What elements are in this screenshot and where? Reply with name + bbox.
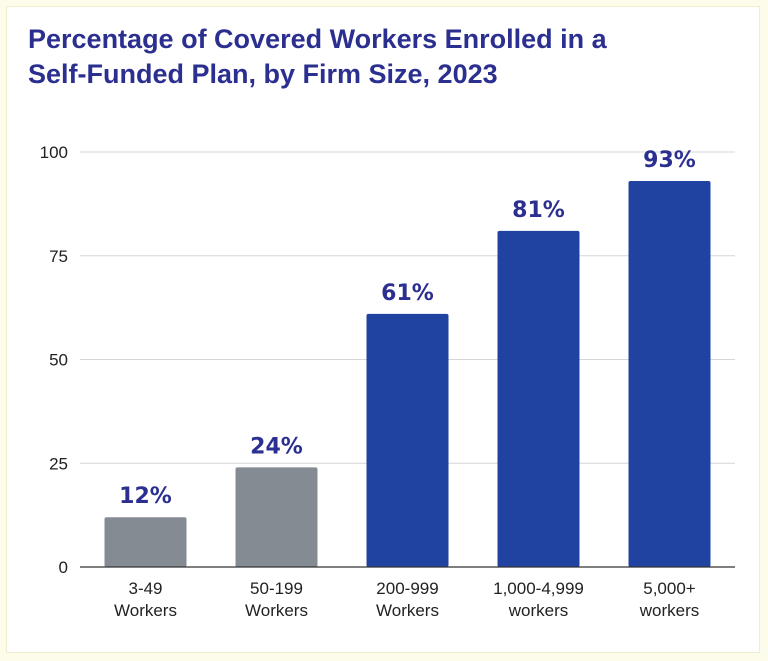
y-axis-ticks: 0 25 50 75 100 bbox=[40, 143, 68, 577]
y-tick-label: 50 bbox=[49, 351, 68, 370]
bar bbox=[366, 313, 449, 567]
bar bbox=[628, 181, 711, 568]
x-category-label: Workers bbox=[245, 601, 308, 620]
chart-title-line-1: Percentage of Covered Workers Enrolled i… bbox=[28, 24, 607, 54]
x-axis-categories: 3-49 Workers 50-199 Workers 200-999 Workers 1,… bbox=[114, 579, 699, 620]
bars bbox=[104, 181, 711, 568]
data-labels: 12% 24% 61% 81% 93% bbox=[119, 148, 696, 509]
y-tick-label: 75 bbox=[49, 247, 68, 266]
bar bbox=[104, 517, 187, 567]
chart-title-line-2: Self-Funded Plan, by Firm Size, 2023 bbox=[28, 59, 498, 89]
bar bbox=[235, 467, 318, 567]
x-category-label: Workers bbox=[114, 601, 177, 620]
x-category-label: 50-199 bbox=[250, 579, 303, 598]
data-label: 93% bbox=[643, 148, 696, 173]
x-category-label: workers bbox=[508, 601, 569, 620]
data-label: 24% bbox=[250, 434, 303, 459]
x-category-label: 200-999 bbox=[376, 579, 438, 598]
y-tick-label: 100 bbox=[40, 143, 68, 162]
x-category-label: 5,000+ bbox=[643, 579, 696, 598]
x-category-label: 1,000-4,999 bbox=[493, 579, 584, 598]
data-label: 61% bbox=[381, 281, 434, 306]
chart-title: Percentage of Covered Workers Enrolled i… bbox=[28, 22, 728, 92]
y-tick-label: 0 bbox=[59, 558, 68, 577]
x-category-label: Workers bbox=[376, 601, 439, 620]
x-category-label: workers bbox=[639, 601, 700, 620]
data-label: 81% bbox=[512, 198, 565, 223]
bar bbox=[497, 230, 580, 567]
data-label: 12% bbox=[119, 484, 172, 509]
y-tick-label: 25 bbox=[49, 454, 68, 473]
x-category-label: 3-49 bbox=[128, 579, 162, 598]
